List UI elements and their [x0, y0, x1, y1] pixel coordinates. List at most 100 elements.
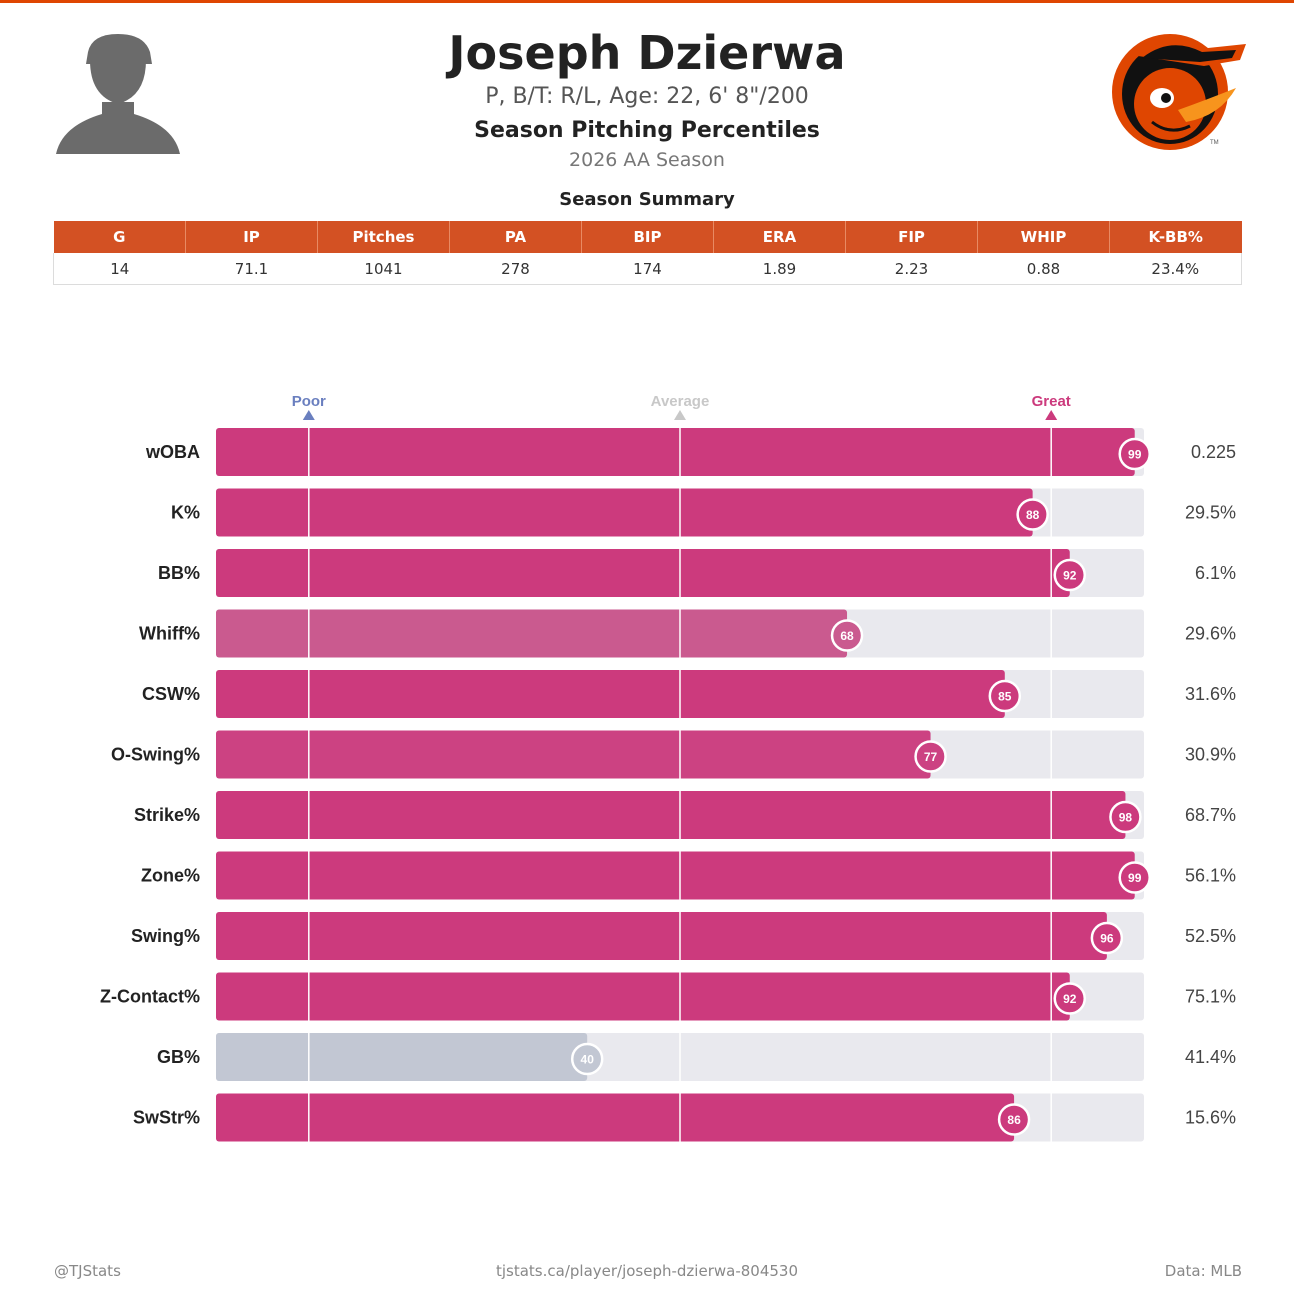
summary-value-row: 14 71.1 1041 278 174 1.89 2.23 0.88 23.4…	[53, 253, 1242, 285]
svg-text:TM: TM	[1210, 140, 1219, 146]
stat-value-o-swing-: 30.9%	[1185, 745, 1236, 765]
percentile-badge-z-contact-	[1053, 982, 1087, 1015]
stat-value-swing-: 52.5%	[1185, 926, 1236, 946]
percentile-badge-swstr-	[997, 1103, 1031, 1136]
summary-title: Season Summary	[559, 189, 735, 210]
summary-cell: 1.89	[713, 253, 846, 285]
bar-fill-z-contact-	[216, 972, 1070, 1021]
summary-col-header: ERA	[713, 221, 846, 253]
percentile-badge-csw-	[988, 679, 1022, 713]
player-silhouette-icon	[56, 34, 180, 154]
percentile-badge-k-	[1016, 498, 1049, 531]
bar-fill-csw-	[216, 670, 1005, 718]
stat-value-strike-: 68.7%	[1185, 805, 1236, 825]
season-label: 2026 AA Season	[569, 149, 725, 171]
orioles-logo: TM	[1112, 34, 1246, 150]
summary-cell: 1041	[317, 253, 450, 285]
percentile-value-o-swing-: 77	[924, 750, 938, 764]
metric-label-gb-: GB%	[157, 1047, 200, 1067]
percentile-badge-woba	[1118, 437, 1151, 471]
stat-value-woba: 0.225	[1191, 442, 1236, 462]
percentile-badge-o-swing-	[914, 740, 947, 773]
percentile-badge-whiff-	[830, 619, 864, 652]
percentile-bar-chart: Poor Average Great 99 wOBA 0.225 88 K% 29.5% 92 BB…	[100, 393, 1236, 1142]
chart-subtitle: Season Pitching Percentiles	[474, 118, 820, 143]
percentile-value-z-contact-: 92	[1063, 992, 1077, 1006]
top-accent-bar	[0, 0, 1294, 3]
marker-label-great: Great	[1032, 393, 1071, 410]
summary-col-header: PA	[449, 221, 582, 253]
bar-fill-strike-	[216, 791, 1126, 839]
metric-label-o-swing-: O-Swing%	[111, 745, 200, 765]
summary-cell: 14	[53, 253, 186, 285]
summary-col-header: G	[53, 221, 186, 253]
bar-fill-swing-	[216, 912, 1107, 960]
summary-col-header: WHIP	[977, 221, 1110, 253]
metric-label-swing-: Swing%	[131, 926, 200, 946]
stat-value-whiff-: 29.6%	[1185, 624, 1236, 644]
footer-url[interactable]: tjstats.ca/player/joseph-dzierwa-804530	[495, 1262, 799, 1280]
stat-value-csw-: 31.6%	[1185, 684, 1236, 704]
percentile-value-zone-: 99	[1128, 871, 1142, 885]
summary-cell: 2.23	[845, 253, 978, 285]
stat-value-k-: 29.5%	[1185, 503, 1236, 523]
percentile-value-bb-: 92	[1063, 569, 1077, 583]
marker-triangle-great	[1045, 410, 1058, 420]
player-name: Joseph Dzierwa	[448, 26, 846, 80]
stat-value-swstr-: 15.6%	[1185, 1108, 1236, 1128]
summary-col-header: K-BB%	[1109, 221, 1242, 253]
bar-fill-woba	[216, 428, 1135, 476]
percentile-badge-bb-	[1053, 558, 1087, 592]
metric-label-csw-: CSW%	[142, 684, 200, 704]
stat-value-zone-: 56.1%	[1185, 866, 1236, 886]
bar-fill-bb-	[216, 549, 1070, 597]
metric-label-zone-: Zone%	[141, 866, 200, 886]
marker-triangle-poor	[302, 410, 315, 420]
metric-label-woba: wOBA	[145, 442, 200, 462]
percentile-value-swstr-: 86	[1007, 1113, 1021, 1127]
marker-triangle-average	[674, 410, 686, 420]
bar-fill-k-	[216, 488, 1033, 537]
season-summary-table: G IP Pitches PA BIP ERA FIP WHIP K-BB% 1…	[53, 221, 1242, 285]
player-bio: P, B/T: R/L, Age: 22, 6' 8"/200	[485, 84, 809, 109]
summary-cell: 71.1	[185, 253, 318, 285]
percentile-value-whiff-: 68	[840, 629, 854, 643]
percentile-value-k-: 88	[1026, 508, 1040, 522]
summary-col-header: IP	[185, 221, 318, 253]
metric-label-strike-: Strike%	[134, 805, 200, 825]
metric-label-z-contact-: Z-Contact%	[100, 987, 200, 1007]
metric-label-k-: K%	[171, 503, 200, 523]
stat-value-z-contact-: 75.1%	[1185, 987, 1236, 1007]
bar-fill-swstr-	[216, 1093, 1015, 1142]
percentile-value-strike-: 98	[1119, 811, 1133, 825]
percentile-badge-gb-	[570, 1042, 604, 1076]
summary-cell: 278	[449, 253, 582, 285]
summary-col-header: BIP	[581, 221, 714, 253]
summary-cell: 0.88	[977, 253, 1110, 285]
metric-label-whiff-: Whiff%	[139, 624, 200, 644]
summary-header-row: G IP Pitches PA BIP ERA FIP WHIP K-BB%	[53, 221, 1242, 253]
percentile-badge-zone-	[1118, 861, 1151, 894]
marker-label-average: Average	[651, 393, 710, 410]
summary-cell: 174	[581, 253, 714, 285]
stat-value-gb-: 41.4%	[1185, 1047, 1236, 1067]
percentile-value-swing-: 96	[1100, 932, 1114, 946]
bar-fill-whiff-	[216, 609, 848, 658]
percentile-badge-swing-	[1090, 921, 1124, 955]
summary-col-header: Pitches	[317, 221, 450, 253]
summary-col-header: FIP	[845, 221, 978, 253]
bar-fill-zone-	[216, 851, 1135, 900]
footer-source: Data: MLB	[1164, 1262, 1242, 1280]
percentile-badge-strike-	[1109, 800, 1142, 834]
summary-cell: 23.4%	[1109, 253, 1242, 285]
bar-fill-o-swing-	[216, 730, 931, 779]
metric-label-bb-: BB%	[158, 563, 200, 583]
bar-fill-gb-	[216, 1033, 588, 1081]
percentile-value-woba: 99	[1128, 448, 1142, 462]
percentile-value-gb-: 40	[581, 1053, 595, 1067]
metric-label-swstr-: SwStr%	[133, 1108, 200, 1128]
footer-handle: @TJStats	[54, 1262, 121, 1280]
percentile-value-csw-: 85	[998, 690, 1012, 704]
stat-value-bb-: 6.1%	[1195, 563, 1236, 583]
marker-label-poor: Poor	[292, 393, 326, 410]
